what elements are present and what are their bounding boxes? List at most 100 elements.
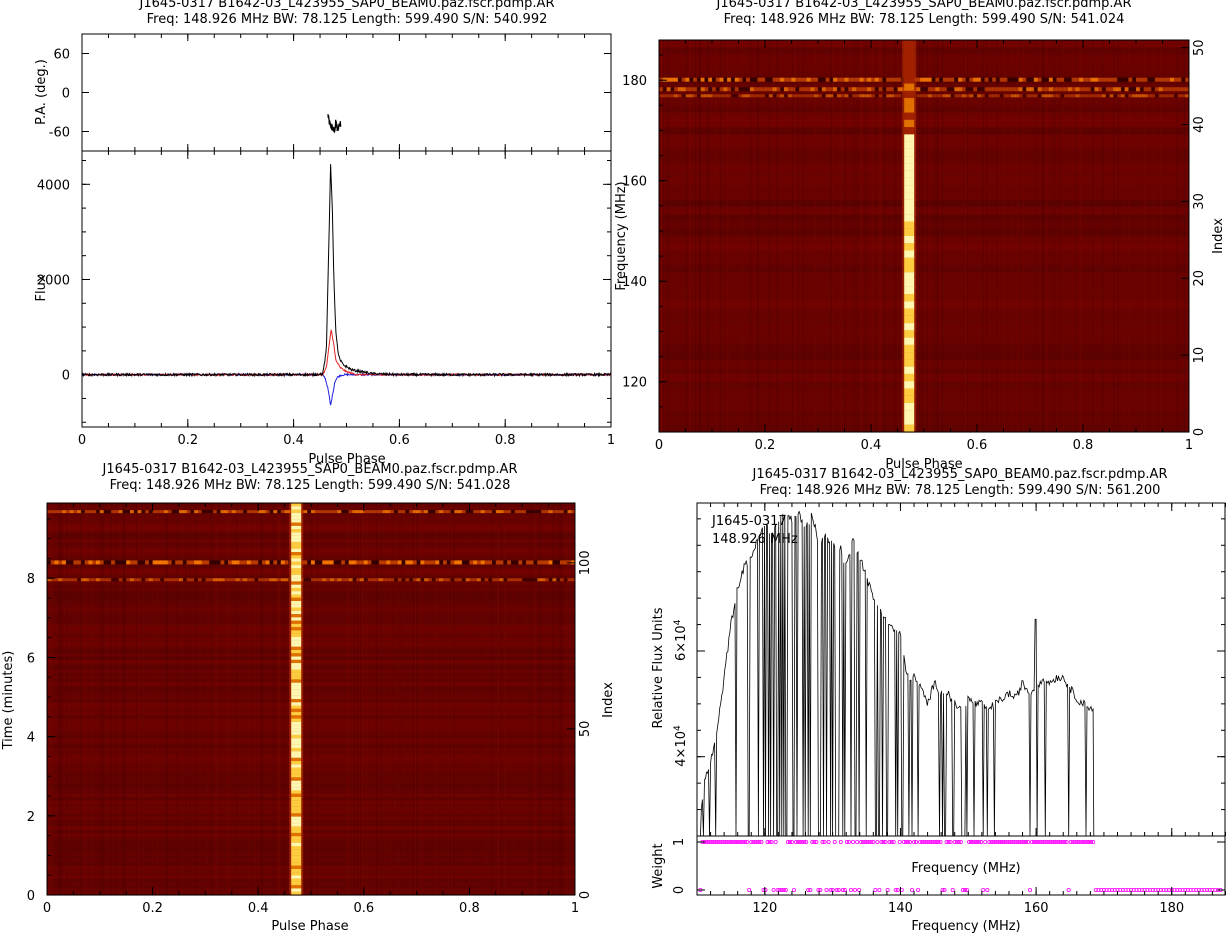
heatmap-row: [47, 702, 575, 707]
rfi-band: [559, 560, 565, 565]
pa-curve: [327, 114, 342, 134]
rfi-band: [250, 510, 255, 514]
heatmap-noise-stripe: [415, 503, 416, 895]
rfi-band: [871, 77, 876, 82]
rfi-band: [1079, 87, 1084, 92]
rfi-band: [961, 94, 967, 98]
rfi-band: [787, 77, 792, 82]
heatmap-noise-stripe: [416, 503, 418, 895]
pulse-core: [291, 663, 302, 667]
pulse-core: [291, 519, 302, 524]
rfi-band: [431, 560, 436, 565]
weight-marker: [930, 840, 935, 845]
heatmap-noise-stripe: [532, 503, 534, 895]
rfi-band: [397, 510, 402, 514]
rfi-band: [787, 94, 792, 98]
weight-marker: [1009, 840, 1014, 845]
rfi-band: [401, 560, 406, 565]
weight-inner-x-label: Frequency (MHz): [911, 861, 1020, 876]
rfi-band: [473, 578, 478, 582]
heatmap-row: [659, 98, 1189, 106]
heatmap-row: [659, 127, 1189, 135]
rfi-band: [435, 578, 440, 582]
heatmap-noise-stripe: [856, 40, 858, 432]
rfi-band: [1079, 94, 1084, 98]
rfi-band: [689, 77, 694, 82]
rfi-band: [1052, 77, 1057, 82]
heatmap-noise-stripe: [498, 503, 500, 895]
freq-phase-subtitle: Freq: 148.926 MHz BW: 78.125 Length: 599…: [724, 12, 1125, 27]
rfi-band: [326, 560, 331, 565]
pulse-core: [291, 888, 302, 893]
rfi-band: [829, 77, 834, 82]
rfi-band: [148, 510, 154, 514]
heatmap-noise-stripe: [792, 40, 794, 432]
rfi-band: [175, 560, 180, 565]
heatmap-noise-stripe: [917, 40, 919, 432]
rfi-band: [175, 578, 180, 582]
heatmap-noise-stripe: [166, 503, 168, 895]
rfi-band: [307, 578, 312, 582]
rfi-band: [1052, 94, 1057, 98]
rfi-band: [130, 510, 135, 514]
rfi-band: [878, 77, 883, 82]
pulse-core: [291, 610, 302, 615]
rfi-band: [118, 578, 123, 582]
weight-marker: [1056, 840, 1061, 845]
rfi-band: [62, 560, 67, 565]
heatmap-noise-stripe: [1160, 40, 1161, 432]
rfi-band: [878, 87, 883, 92]
rfi-band: [677, 94, 683, 98]
rfi-band: [510, 578, 516, 582]
heatmap-row: [47, 699, 575, 703]
rfi-band: [303, 578, 308, 582]
weight-marker: [1066, 888, 1071, 893]
rfi-band: [337, 578, 342, 582]
heatmap-row: [47, 604, 575, 609]
heatmap-row: [659, 177, 1189, 186]
rfi-band: [114, 510, 120, 514]
heatmap-noise-stripe: [561, 503, 563, 895]
pulse-core: [904, 192, 915, 201]
rfi-band: [939, 87, 944, 92]
heatmap-row: [47, 852, 575, 857]
rfi-band: [367, 578, 372, 582]
rfi-band: [258, 560, 263, 565]
rfi-band: [167, 560, 172, 565]
rfi-band: [727, 94, 732, 98]
rfi-band: [156, 560, 161, 565]
x-tick-label: 0: [78, 433, 86, 448]
weight-marker: [785, 840, 790, 845]
heatmap-row: [47, 587, 575, 592]
heatmap-row: [47, 594, 575, 599]
rfi-band: [829, 87, 834, 92]
rfi-band: [47, 510, 52, 514]
weight-marker: [798, 840, 803, 845]
heatmap-noise-stripe: [226, 503, 228, 895]
rfi-band: [1030, 94, 1035, 98]
rfi-band: [1071, 94, 1076, 98]
rfi-band: [1064, 77, 1069, 82]
rfi-band: [220, 510, 225, 514]
rfi-band: [450, 510, 455, 514]
heatmap-noise-stripe: [540, 503, 542, 895]
heatmap-noise-stripe: [368, 503, 370, 895]
weight-marker: [1091, 840, 1096, 845]
weight-marker: [822, 840, 827, 845]
pa-y-tick-label: 0: [62, 87, 70, 102]
rfi-band: [1154, 94, 1160, 98]
weight-marker: [751, 840, 756, 845]
rfi-band: [254, 560, 259, 565]
pulse-core: [291, 594, 302, 599]
rfi-band: [484, 560, 489, 565]
pulse-core: [291, 839, 302, 844]
rfi-band: [412, 510, 418, 514]
heatmap-row: [47, 535, 575, 540]
rfi-band: [412, 578, 418, 582]
rfi-band: [262, 510, 267, 514]
pulse-core: [291, 813, 302, 818]
heatmap-noise-stripe: [1061, 40, 1063, 432]
rfi-band: [1060, 77, 1065, 82]
x-tick-label: 0: [43, 901, 51, 916]
